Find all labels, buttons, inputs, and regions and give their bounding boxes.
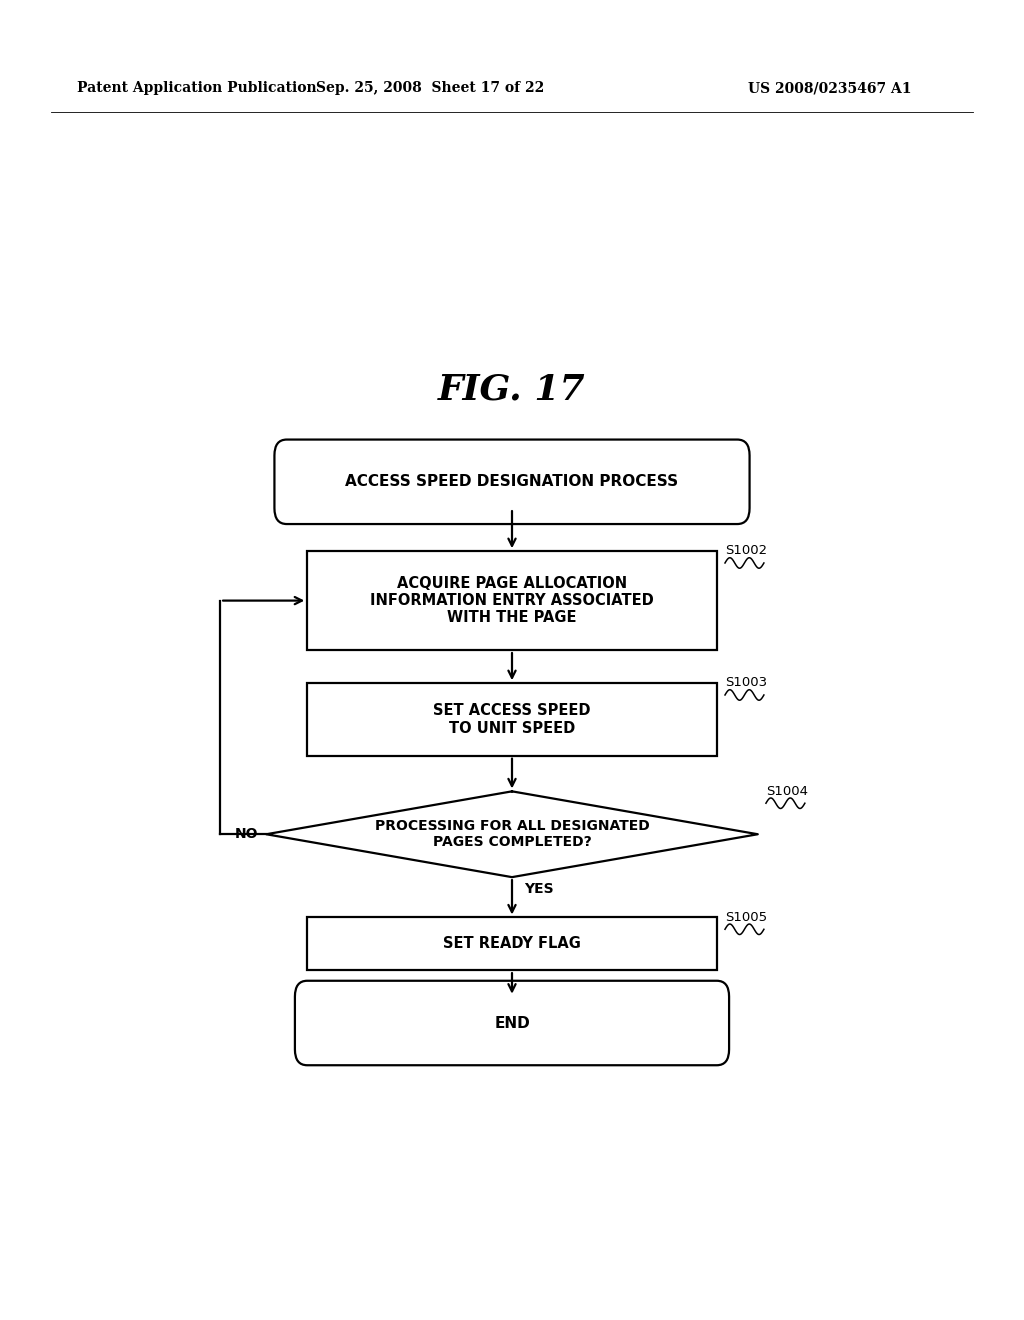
Bar: [307, 552, 717, 649]
Text: US 2008/0235467 A1: US 2008/0235467 A1: [748, 82, 911, 95]
FancyBboxPatch shape: [274, 440, 750, 524]
Text: END: END: [495, 1015, 529, 1031]
Text: Patent Application Publication: Patent Application Publication: [77, 82, 316, 95]
Text: Sep. 25, 2008  Sheet 17 of 22: Sep. 25, 2008 Sheet 17 of 22: [316, 82, 544, 95]
Polygon shape: [266, 792, 758, 876]
FancyBboxPatch shape: [295, 981, 729, 1065]
Text: S1004: S1004: [766, 784, 808, 797]
Text: SET READY FLAG: SET READY FLAG: [443, 936, 581, 952]
Text: YES: YES: [524, 882, 554, 896]
Text: S1002: S1002: [725, 544, 767, 557]
Bar: [307, 917, 717, 970]
Text: NO: NO: [234, 828, 258, 841]
Text: ACCESS SPEED DESIGNATION PROCESS: ACCESS SPEED DESIGNATION PROCESS: [345, 474, 679, 490]
Bar: [307, 684, 717, 755]
Text: SET ACCESS SPEED
TO UNIT SPEED: SET ACCESS SPEED TO UNIT SPEED: [433, 704, 591, 735]
Text: S1005: S1005: [725, 911, 767, 924]
Text: PROCESSING FOR ALL DESIGNATED
PAGES COMPLETED?: PROCESSING FOR ALL DESIGNATED PAGES COMP…: [375, 820, 649, 849]
Text: S1003: S1003: [725, 676, 767, 689]
Text: ACQUIRE PAGE ALLOCATION
INFORMATION ENTRY ASSOCIATED
WITH THE PAGE: ACQUIRE PAGE ALLOCATION INFORMATION ENTR…: [370, 576, 654, 626]
Text: FIG. 17: FIG. 17: [438, 372, 586, 407]
